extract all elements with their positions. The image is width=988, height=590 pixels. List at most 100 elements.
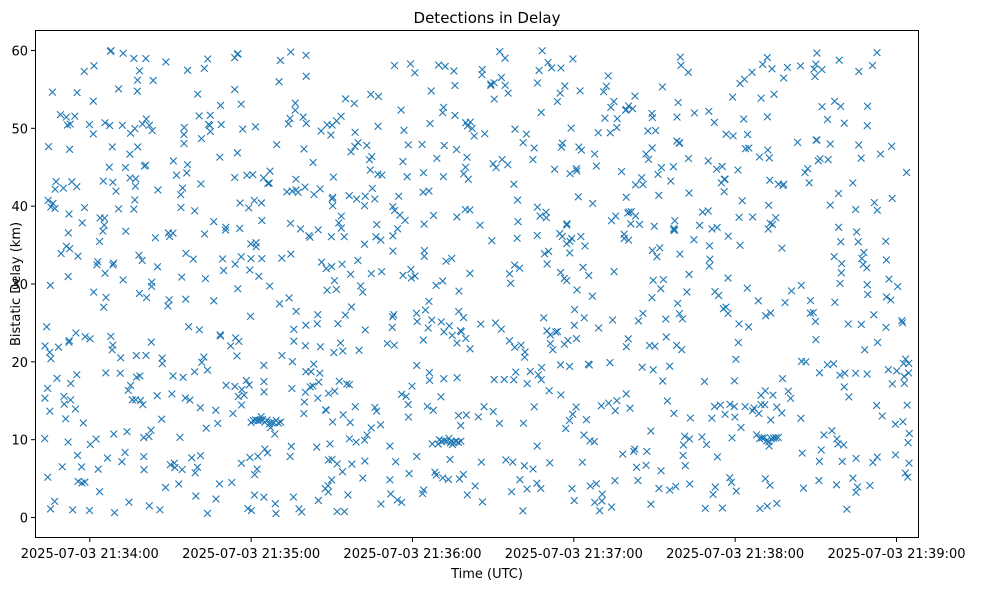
detection-point [59, 184, 68, 192]
detection-point [459, 313, 468, 322]
detection-point [109, 261, 117, 269]
detection-point [314, 226, 322, 234]
detection-point [852, 454, 860, 463]
detection-point [139, 452, 148, 461]
detection-point [840, 119, 849, 127]
detection-point [451, 111, 459, 120]
detection-point [869, 458, 877, 467]
detection-point [806, 309, 815, 318]
detection-point [245, 266, 254, 274]
detection-point [453, 213, 461, 221]
detection-point [237, 100, 245, 108]
detection-point [624, 335, 633, 343]
detection-point [386, 476, 394, 484]
detection-point [570, 496, 579, 505]
detection-point [685, 480, 694, 488]
detection-point [328, 201, 337, 210]
detection-point [348, 460, 356, 468]
detection-point [649, 366, 658, 374]
detection-point [354, 138, 362, 147]
detection-point [565, 249, 574, 257]
detection-point [196, 403, 205, 412]
detection-point [60, 392, 68, 401]
detection-point [631, 181, 640, 189]
detection-point [610, 97, 618, 106]
detection-point [487, 80, 495, 88]
detection-point [456, 421, 465, 430]
detection-point [106, 47, 115, 56]
detection-point [813, 49, 821, 57]
detection-point [131, 182, 140, 191]
detection-point [611, 212, 620, 220]
detection-point [709, 490, 717, 499]
detection-point [42, 323, 51, 331]
detection-point [290, 337, 298, 345]
detection-point [190, 367, 199, 376]
detection-point [671, 216, 679, 225]
detection-point [578, 458, 587, 467]
detection-point [830, 97, 839, 106]
detection-point [763, 502, 772, 510]
detection-point [561, 424, 570, 433]
detection-point [60, 400, 69, 408]
detection-point [849, 179, 857, 187]
detection-point [175, 480, 183, 488]
detection-point [425, 297, 433, 306]
detection-point [366, 90, 375, 99]
detection-point [830, 252, 838, 261]
detection-point [899, 417, 907, 426]
detection-point [292, 186, 300, 194]
detection-point [480, 129, 489, 138]
detection-point [573, 286, 581, 294]
detection-point [622, 342, 631, 351]
detection-point [300, 409, 308, 418]
detection-point [128, 396, 137, 404]
detection-point [805, 179, 813, 187]
detection-point [669, 226, 678, 234]
detection-point [657, 163, 666, 172]
detection-point [454, 411, 463, 420]
detection-point [673, 113, 681, 121]
detection-point [99, 177, 108, 185]
detection-point [198, 358, 206, 367]
detection-point [260, 445, 269, 453]
detection-point [644, 127, 652, 135]
detection-point [275, 77, 283, 86]
detection-point [779, 74, 788, 82]
detection-point [705, 107, 713, 116]
detection-point [716, 401, 725, 409]
detection-point [673, 299, 682, 308]
detection-point [766, 309, 775, 317]
detection-point [588, 292, 597, 301]
detection-point [402, 392, 410, 401]
detection-point [235, 224, 244, 233]
detection-point [901, 469, 910, 477]
detection-point [254, 452, 262, 461]
detection-point [568, 410, 577, 419]
detection-point [302, 72, 310, 81]
detection-point [711, 483, 720, 491]
detection-point [209, 217, 218, 226]
detection-point [891, 420, 900, 429]
detection-point [653, 252, 661, 261]
detection-point [511, 368, 520, 376]
detection-point [553, 327, 562, 336]
detection-point [853, 483, 862, 491]
detection-point [457, 437, 465, 445]
detection-point [455, 287, 463, 295]
detection-point [526, 367, 535, 376]
detection-point [872, 401, 881, 410]
detection-point [508, 458, 517, 466]
detection-point [461, 205, 470, 214]
detection-point [296, 225, 305, 233]
detection-point [302, 119, 311, 128]
detection-point [677, 345, 686, 354]
detection-point [468, 124, 476, 133]
detection-point [374, 92, 383, 101]
detection-point [324, 481, 332, 490]
detection-point [419, 336, 428, 344]
detection-point [418, 140, 426, 149]
detection-point [99, 303, 108, 312]
y-tick-label: 10 [11, 434, 28, 449]
detection-point [673, 137, 681, 145]
